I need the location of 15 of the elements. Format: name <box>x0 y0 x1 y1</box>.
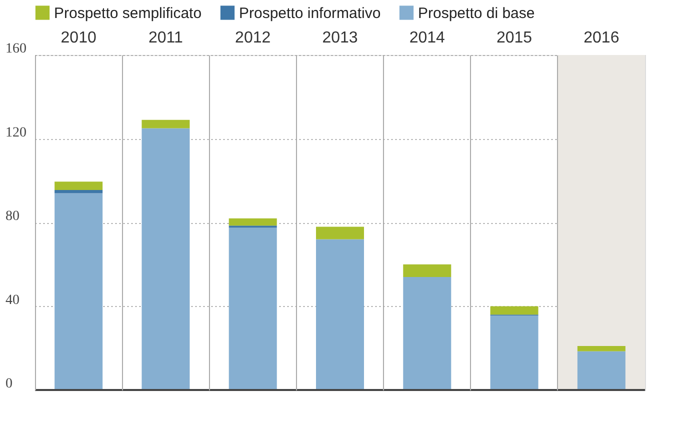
legend-label: Prospetto informativo <box>239 4 381 22</box>
y-tick-label: 80 <box>6 209 20 224</box>
legend-label: Prospetto di base <box>418 4 535 22</box>
x-tick-label: 2011 <box>148 30 184 46</box>
y-tick-label: 0 <box>6 376 12 392</box>
x-tick-label: 2013 <box>322 30 358 46</box>
x-tick-label: 2010 <box>60 30 96 46</box>
legend-label: Prospetto semplificato <box>54 4 202 22</box>
y-tick-label: 120 <box>6 125 26 140</box>
x-tick-label: 2012 <box>235 30 271 46</box>
y-tick-label: 40 <box>6 292 20 308</box>
x-tick-label: 2014 <box>409 30 446 46</box>
y-tick-label: 160 <box>6 42 26 56</box>
x-tick-label: 2015 <box>496 30 532 46</box>
x-tick-label: 2016 <box>584 30 620 46</box>
